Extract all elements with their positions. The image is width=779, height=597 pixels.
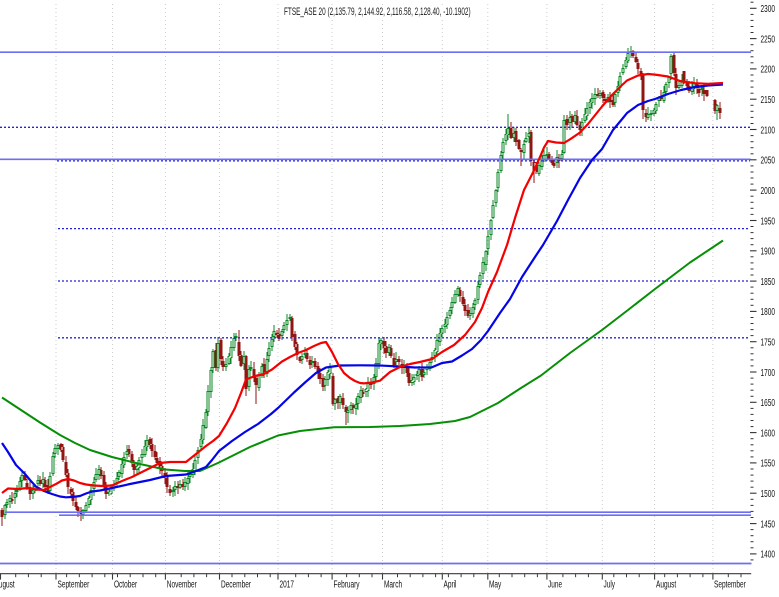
svg-text:1450: 1450 <box>761 518 776 530</box>
svg-text:April: April <box>444 578 457 590</box>
svg-text:1500: 1500 <box>761 487 776 499</box>
svg-text:1900: 1900 <box>761 245 776 257</box>
svg-text:July: July <box>604 578 616 590</box>
svg-text:May: May <box>489 578 502 590</box>
svg-text:2150: 2150 <box>761 93 776 105</box>
svg-text:December: December <box>221 578 251 590</box>
svg-text:1600: 1600 <box>761 427 776 439</box>
svg-text:February: February <box>334 578 360 590</box>
svg-text:September: September <box>714 578 746 590</box>
svg-text:October: October <box>114 578 137 590</box>
svg-text:2300: 2300 <box>761 2 776 14</box>
svg-text:FTSE_ASE 20 (2,135.79, 2,144.9: FTSE_ASE 20 (2,135.79, 2,144.92, 2,116.5… <box>284 5 471 17</box>
svg-text:2017: 2017 <box>280 578 295 590</box>
svg-text:August: August <box>0 578 15 590</box>
svg-text:September: September <box>58 578 90 590</box>
svg-text:March: March <box>384 578 402 590</box>
svg-text:2000: 2000 <box>761 184 776 196</box>
svg-text:June: June <box>548 578 562 590</box>
svg-text:1650: 1650 <box>761 396 776 408</box>
svg-text:2050: 2050 <box>761 154 776 166</box>
svg-text:1700: 1700 <box>761 366 776 378</box>
svg-text:1800: 1800 <box>761 306 776 318</box>
svg-text:2200: 2200 <box>761 63 776 75</box>
svg-text:1850: 1850 <box>761 275 776 287</box>
svg-text:2100: 2100 <box>761 124 776 136</box>
svg-text:1750: 1750 <box>761 336 776 348</box>
svg-text:August: August <box>656 578 677 590</box>
svg-text:1950: 1950 <box>761 215 776 227</box>
svg-text:November: November <box>167 578 197 590</box>
svg-text:1550: 1550 <box>761 457 776 469</box>
svg-text:1400: 1400 <box>761 548 776 560</box>
svg-text:2250: 2250 <box>761 33 776 45</box>
